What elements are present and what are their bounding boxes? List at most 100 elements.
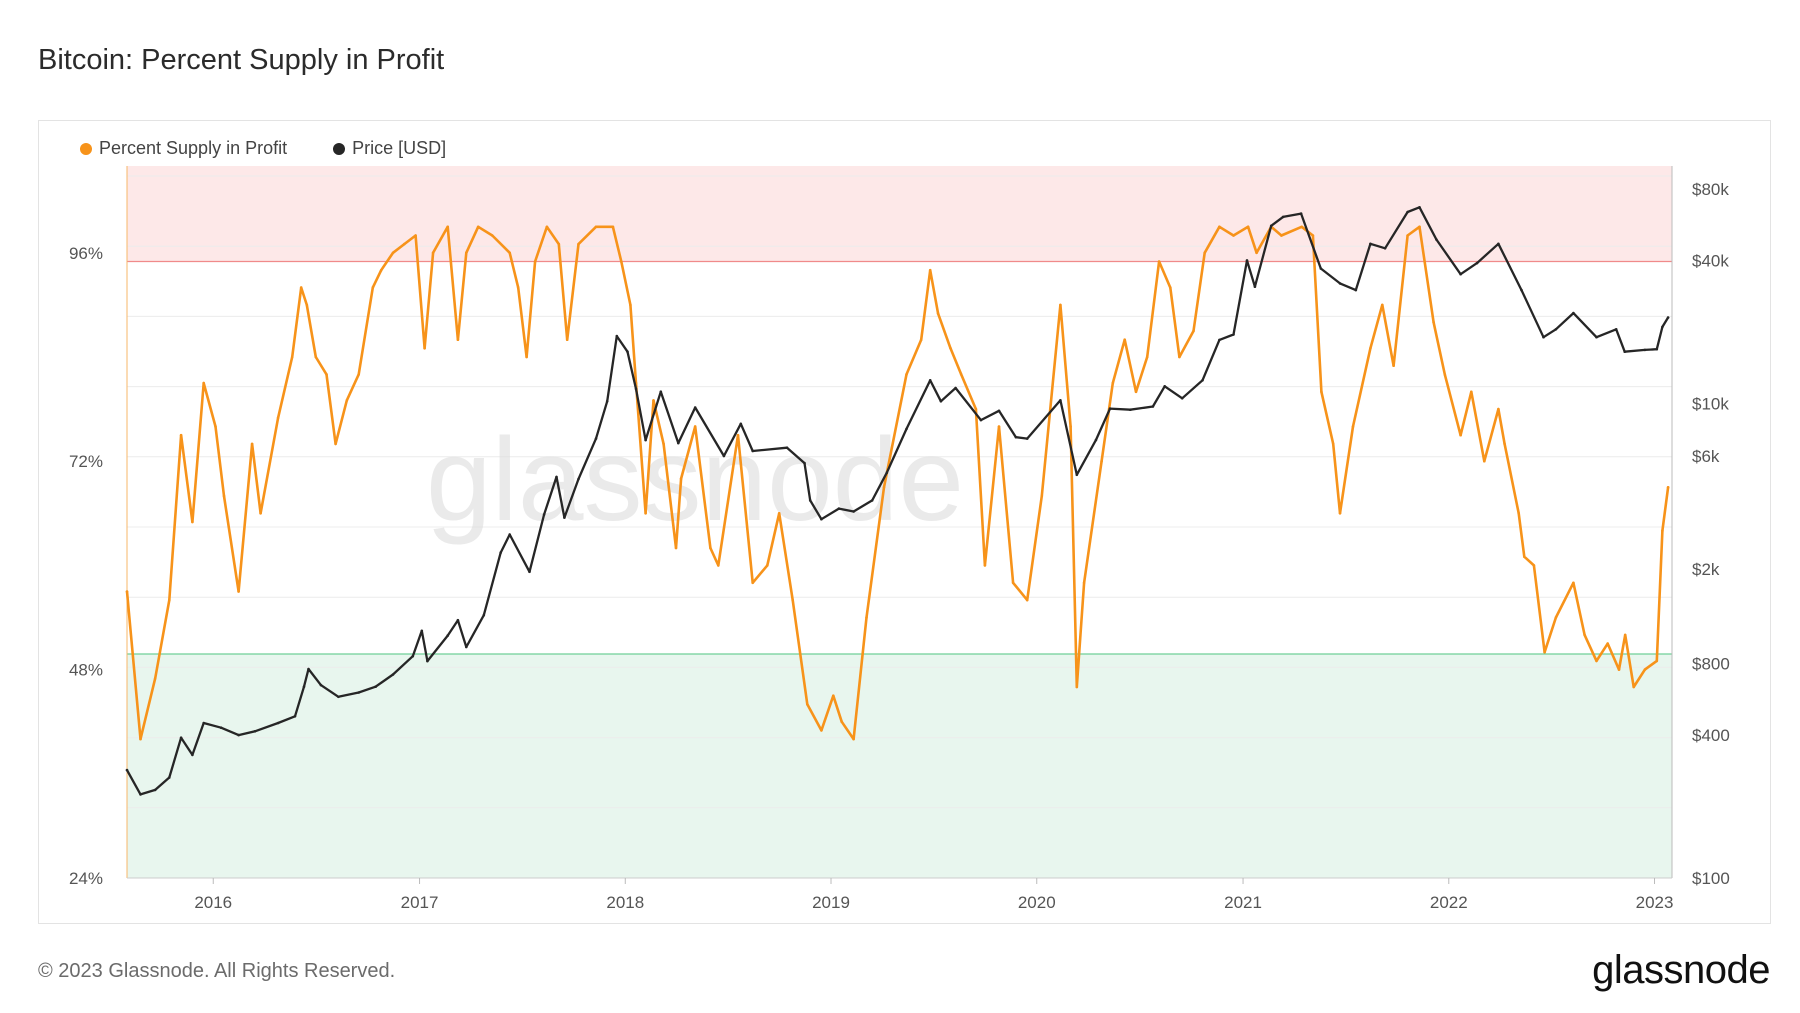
price-series-line-point	[508, 533, 512, 536]
price-series-line-point	[1269, 224, 1273, 228]
profit-series-line-point	[852, 737, 855, 741]
profit-series-line-point	[1069, 425, 1072, 428]
profit-series-line-point	[1572, 581, 1575, 585]
price-series-line-point	[997, 409, 1001, 413]
x-tick-label: 2018	[606, 893, 644, 912]
y-left-tick-label: 72%	[69, 452, 103, 471]
price-series-line-point	[391, 673, 395, 676]
profit-series-line-point	[1392, 364, 1395, 368]
legend-item-price[interactable]: Price [USD]	[333, 138, 446, 159]
watermark: glassnode	[426, 414, 964, 546]
price-series-line-point	[852, 510, 855, 513]
profit-series-line-point	[791, 598, 794, 602]
price-series-line-point	[1369, 242, 1372, 246]
profit-series-line-point	[820, 729, 823, 732]
gridline-layer	[126, 166, 1673, 879]
price-series-line-point	[594, 437, 598, 440]
profit-series-line-point	[1418, 225, 1421, 229]
price-series-line-point	[420, 629, 424, 633]
profit-series-line-point	[1111, 381, 1115, 385]
price-series-line-point	[1655, 347, 1659, 351]
profit-series-line-point	[1643, 668, 1647, 671]
profit-series-line-point	[465, 251, 468, 255]
profit-series-line-point	[983, 564, 987, 567]
price-series-line-point	[319, 683, 323, 687]
profit-series-line-point	[456, 338, 460, 342]
price-series-line-point	[446, 634, 450, 637]
price-series-line-point	[357, 691, 361, 694]
price-series-line-point	[739, 422, 743, 426]
band-lower	[127, 653, 1672, 878]
price-series-line-point	[1201, 379, 1204, 382]
profit-series-line-point	[168, 598, 171, 602]
price-series-line-point	[153, 788, 157, 792]
profit-series-line-point	[314, 355, 318, 359]
profit-series-line-point	[1134, 390, 1138, 394]
profit-series-line-point	[1246, 225, 1250, 229]
price-series-line-point	[577, 477, 580, 481]
profit-series-line-point	[1406, 234, 1409, 237]
profit-series-line-point	[345, 399, 349, 402]
profit-series-line-point	[1255, 251, 1258, 255]
profit-series-line-point	[1517, 512, 1520, 515]
price-series-line-point	[979, 418, 983, 422]
price-series-line-point	[1595, 335, 1598, 339]
price-series-line-point	[928, 379, 932, 382]
x-tick-label: 2020	[1018, 893, 1056, 912]
profit-series-line-point	[751, 581, 754, 585]
price-series-line-point	[939, 400, 943, 403]
profit-series-line-point	[1338, 512, 1342, 515]
legend-item-profit[interactable]: Percent Supply in Profit	[80, 138, 287, 159]
price-series-line-point	[237, 733, 240, 737]
profit-series-line-point	[1632, 685, 1635, 689]
profit-series-line-point	[1617, 668, 1621, 671]
price-series-line-point	[1218, 338, 1221, 342]
copyright-text: © 2023 Glassnode. All Rights Reserved.	[38, 960, 396, 982]
price-series-line-point	[219, 726, 223, 729]
price-series-line-point	[1319, 267, 1323, 270]
profit-series-line-point	[736, 433, 740, 437]
price-series-line-point	[337, 695, 340, 699]
profit-series-line-point	[565, 338, 569, 342]
price-series-line-point	[191, 753, 194, 757]
profit-series-line-point	[1145, 355, 1149, 359]
price-series-line-point	[179, 736, 183, 739]
profit-series-line-point	[491, 234, 494, 237]
price-series-line-point	[139, 793, 142, 796]
price-series-line-point	[1459, 272, 1462, 276]
legend-dot-black	[333, 142, 346, 155]
price-series-line-point	[885, 471, 889, 475]
profit-series-line-point	[905, 373, 908, 376]
legend-dot-orange	[80, 142, 92, 155]
profit-series-line-point	[928, 268, 932, 272]
profit-series-line-point	[882, 486, 886, 489]
profit-series-line-point	[391, 251, 395, 255]
profit-series-line-point	[202, 381, 205, 385]
price-series-line-point	[1180, 397, 1184, 400]
profit-series-line-point	[865, 616, 868, 619]
price-series-line-point	[1059, 399, 1062, 402]
price-series-line-point	[411, 654, 415, 658]
price-series-line-point	[253, 730, 257, 733]
profit-series-line-point	[777, 512, 781, 515]
profit-series-line-point	[1470, 390, 1473, 394]
price-series-line-point	[626, 350, 629, 354]
price-series-line-point	[808, 499, 812, 502]
y-left-tick-label: 24%	[69, 869, 103, 888]
glassnode-logo[interactable]: glassnode	[1592, 948, 1770, 992]
price-series-line-point	[499, 551, 503, 554]
profit-series-line-point	[997, 425, 1001, 428]
profit-series-line-point	[1532, 564, 1536, 567]
price-series-line-point	[1661, 325, 1664, 329]
x-tick-label: 2019	[812, 893, 850, 912]
profit-series-line-point	[644, 512, 647, 515]
profit-series-line-point	[508, 251, 512, 255]
profit-series-line-point	[1661, 529, 1664, 532]
profit-series-line-point	[949, 347, 952, 350]
band-upper	[127, 166, 1672, 262]
profit-series-line-point	[545, 225, 549, 229]
profit-series-line-point	[974, 407, 978, 411]
price-series-line-point	[1094, 438, 1098, 442]
price-series-line-point	[1163, 385, 1166, 388]
price-series-line-point	[482, 613, 486, 617]
